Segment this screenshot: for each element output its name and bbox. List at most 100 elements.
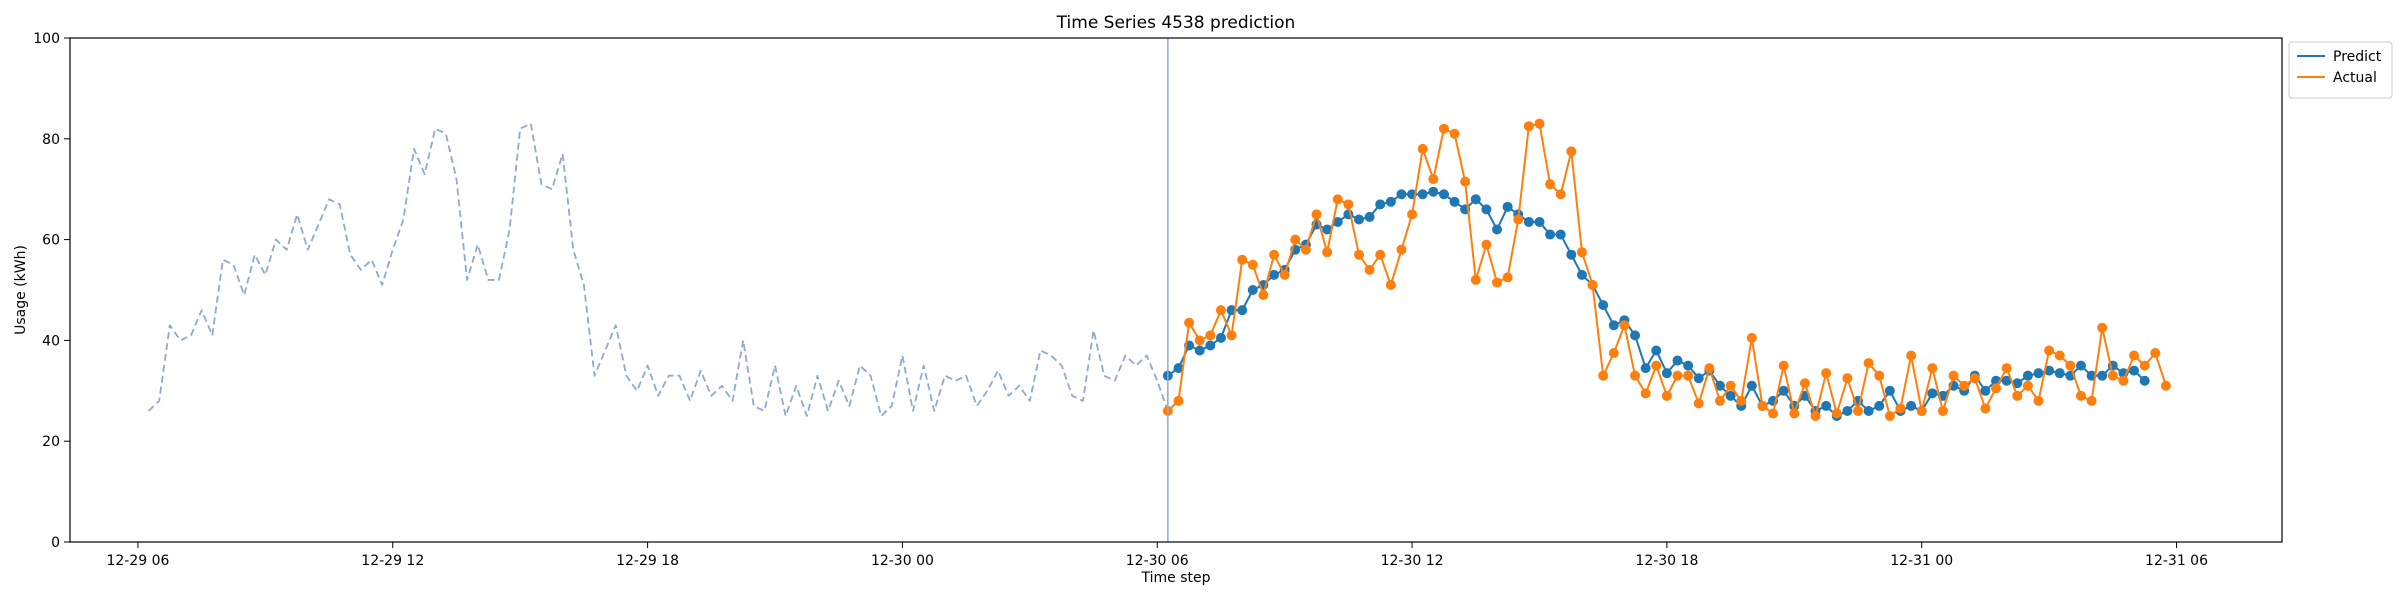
actual-data-point	[1969, 373, 1980, 384]
actual-data-point	[1874, 370, 1885, 381]
actual-data-point	[1810, 411, 1821, 421]
x-tick-label: 12-31 06	[2145, 553, 2208, 569]
legend: Predict Actual	[2288, 41, 2393, 99]
actual-data-point	[1173, 395, 1184, 406]
predict-data-point	[1534, 216, 1545, 227]
predict-data-point	[1598, 300, 1609, 311]
actual-data-point	[1555, 189, 1566, 200]
x-tick-label: 12-30 00	[871, 553, 934, 569]
predict-data-point	[1863, 405, 1874, 416]
actual-data-point	[1513, 214, 1524, 225]
actual-data-point	[1364, 264, 1375, 275]
actual-data-point	[1290, 234, 1301, 245]
actual-data-point	[2118, 375, 2129, 386]
x-tick-label: 12-29 18	[616, 553, 679, 569]
actual-data-point	[1937, 405, 1948, 416]
predict-data-point	[1449, 196, 1460, 207]
actual-data-point	[2086, 395, 2097, 406]
actual-data-point	[1523, 121, 1534, 132]
predict-data-point	[1545, 229, 1556, 240]
predict-data-point	[2129, 365, 2140, 376]
predict-data-point	[1353, 214, 1364, 225]
predict-data-point	[1714, 380, 1725, 391]
actual-data-point	[1746, 332, 1757, 343]
actual-data-point	[1460, 176, 1471, 187]
actual-data-point	[2044, 345, 2055, 356]
predict-data-point	[1237, 305, 1248, 316]
x-tick-label: 12-29 06	[106, 553, 169, 569]
predict-data-point	[1385, 196, 1396, 207]
predict-data-point	[1173, 363, 1184, 374]
predict-data-point	[2012, 378, 2023, 389]
predict-data-point	[1438, 189, 1449, 200]
actual-data-point	[1630, 370, 1641, 381]
predict-data-point	[1778, 385, 1789, 396]
legend-label-predict: Predict	[2333, 49, 2382, 65]
predict-data-point	[1651, 345, 1662, 356]
actual-data-point	[1470, 274, 1481, 285]
actual-data-point	[1492, 277, 1503, 288]
actual-data-point	[1184, 317, 1195, 328]
predict-data-point	[1640, 363, 1651, 374]
legend-label-actual: Actual	[2333, 70, 2377, 86]
predict-data-point	[2001, 375, 2012, 386]
predict-data-point	[1523, 216, 1534, 227]
actual-data-point	[1736, 395, 1747, 406]
actual-data-point	[1725, 380, 1736, 391]
actual-data-point	[1247, 259, 1258, 270]
actual-data-point	[2033, 395, 2044, 406]
predict-data-point	[1555, 229, 1566, 240]
actual-data-point	[1693, 398, 1704, 409]
predict-data-point	[1269, 269, 1280, 280]
actual-data-point	[1438, 123, 1449, 134]
predict-data-point	[1247, 285, 1258, 295]
actual-data-point	[2022, 380, 2033, 391]
y-tick-label: 20	[42, 434, 60, 450]
predict-data-point	[1683, 360, 1694, 371]
actual-data-point	[2097, 322, 2108, 333]
actual-data-point	[1821, 368, 1832, 379]
predict-data-point	[2044, 365, 2055, 376]
predict-data-point	[1428, 186, 1439, 197]
predict-data-point	[1375, 199, 1386, 210]
actual-data-point	[1895, 403, 1906, 414]
actual-data-point	[1300, 244, 1311, 255]
x-tick-label: 12-30 18	[1635, 553, 1698, 569]
plot-frame	[69, 37, 2283, 543]
predict-data-point	[2139, 375, 2150, 386]
actual-data-point	[1608, 348, 1619, 358]
x-tick-label: 12-31 00	[1890, 553, 1953, 569]
predict-data-point	[1672, 355, 1683, 366]
actual-data-point	[1980, 403, 1991, 414]
predict-data-point	[2033, 368, 2044, 379]
actual-data-point	[1778, 360, 1789, 371]
predict-data-point	[1884, 385, 1895, 396]
predict-data-point	[1194, 345, 1205, 356]
actual-data-point	[1757, 400, 1768, 411]
actual-data-point	[1927, 363, 1938, 374]
predict-data-point	[1842, 405, 1853, 416]
predict-data-point	[1725, 390, 1736, 401]
actual-data-point	[1714, 395, 1725, 406]
predict-data-point	[1481, 204, 1492, 215]
actual-data-point	[1640, 388, 1651, 399]
actual-data-point	[2075, 390, 2086, 401]
predict-data-point	[1576, 269, 1587, 280]
predict-data-point	[2022, 370, 2033, 381]
actual-data-point	[1545, 179, 1556, 190]
actual-data-point	[1343, 199, 1354, 210]
predict-data-point	[1332, 216, 1343, 227]
y-tick-label: 100	[33, 31, 60, 47]
actual-data-point	[1651, 360, 1662, 371]
actual-data-point	[2160, 380, 2171, 391]
actual-data-point	[2054, 350, 2065, 361]
actual-data-point	[1258, 290, 1269, 301]
actual-data-point	[1481, 239, 1492, 250]
predict-data-point	[1661, 368, 1672, 379]
actual-data-point	[1789, 408, 1800, 419]
predict-data-point	[1821, 400, 1832, 411]
chart-title: Time Series 4538 prediction	[1056, 13, 1296, 33]
actual-data-point	[1661, 390, 1672, 401]
actual-data-point	[1683, 370, 1694, 381]
